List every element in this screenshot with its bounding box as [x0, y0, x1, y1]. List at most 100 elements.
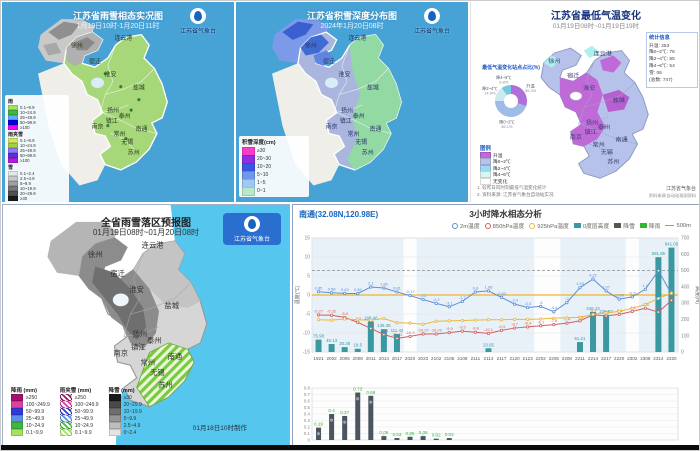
legend-item: 25~49.9: [59, 415, 99, 422]
svg-text:-2: -2: [565, 296, 569, 301]
city-label: 无锡: [355, 138, 367, 146]
svg-text:30.38: 30.38: [339, 341, 351, 346]
city-label: 南京: [113, 349, 128, 358]
svg-text:0.68: 0.68: [366, 390, 375, 395]
svg-text:0.81: 0.81: [393, 285, 402, 290]
city-label: 徐州: [71, 42, 83, 50]
city-label: 南京: [326, 122, 338, 130]
svg-text:-0.63: -0.63: [497, 291, 507, 296]
svg-text:0.03: 0.03: [392, 432, 401, 437]
legend-item: 500m: [665, 223, 691, 229]
precip-amount-chart: 00.10.20.30.40.50.60.70.80.19❄0.4❄0.37❄0…: [304, 386, 679, 443]
svg-text:0.19: 0.19: [314, 422, 323, 427]
legend-item: 50~99.9: [59, 408, 99, 415]
city-label: 镇江: [584, 128, 596, 136]
city-label: 泰州: [353, 112, 365, 120]
svg-text:2023: 2023: [418, 356, 429, 361]
svg-text:9.8%: 9.8%: [499, 80, 509, 85]
chart-legend: 2m温度 850hPa温度 925hPa温度 0度层高度 降雪 降雨 500m: [293, 220, 699, 230]
city-label: 宿迁: [567, 72, 579, 80]
svg-text:1921: 1921: [313, 356, 324, 361]
legend-item: ≥250: [11, 394, 50, 401]
city-label: 无锡: [121, 138, 133, 146]
logo-icon: [190, 8, 206, 24]
svg-text:-2.2: -2.2: [433, 297, 441, 302]
snow-depth-legend: 积雪深度(cm) ≥30 20~30 10~20 5~10 1~5 0~1: [239, 136, 309, 197]
legend-item: 50~99.9: [11, 408, 50, 415]
city-label: 泰州: [598, 123, 610, 131]
city-label: 扬州: [586, 119, 598, 127]
svg-text:-5.32: -5.32: [327, 309, 337, 314]
svg-text:0.37: 0.37: [340, 410, 349, 415]
svg-text:-0.5: -0.5: [629, 290, 637, 295]
svg-text:75.98: 75.98: [313, 334, 325, 339]
svg-text:❄: ❄: [408, 432, 412, 438]
svg-text:2102: 2102: [431, 356, 442, 361]
svg-text:2211: 2211: [575, 356, 585, 361]
svg-text:2302: 2302: [627, 356, 638, 361]
svg-text:-3.3: -3.3: [524, 301, 532, 306]
city-label: 盐城: [367, 83, 379, 91]
city-label: 常州: [141, 358, 156, 367]
svg-text:0.5: 0.5: [304, 405, 311, 410]
svg-text:-9.3: -9.3: [498, 324, 506, 329]
svg-text:2017: 2017: [392, 356, 403, 361]
svg-text:2202: 2202: [536, 356, 547, 361]
svg-text:0.8: 0.8: [473, 285, 479, 290]
legend-item: 10~24.9: [59, 422, 99, 429]
svg-text:61.21: 61.21: [574, 336, 586, 341]
temp-change-donut: 最低气温变化站点占比(%) 升温 30.2% 降0~2℃ 45.1% 降2~4℃ 14.9…: [482, 65, 540, 130]
logo-icon: [244, 216, 260, 232]
svg-text:246.13: 246.13: [586, 306, 600, 311]
svg-text:-5.2: -5.2: [590, 308, 598, 313]
svg-text:2002: 2002: [326, 356, 337, 361]
svg-text:-7.8: -7.8: [550, 318, 558, 323]
sea: [115, 205, 289, 446]
svg-text:-1.7: -1.7: [459, 295, 467, 300]
svg-text:2205: 2205: [549, 356, 560, 361]
legend-item: 0.1~9.9: [59, 429, 99, 436]
panel-forecast-map: 徐州 连云港 宿迁 淮安 盐城 扬州 泰州 南通 南京 镇江 常州 无锡 苏州 全省雨雪落区预报图 01…: [2, 204, 290, 447]
jiangsu-outline: [63, 31, 168, 171]
svg-text:14.9%: 14.9%: [484, 91, 496, 96]
svg-text:15: 15: [304, 236, 310, 242]
stats-box: 统计信息 升温: 253 降0~2℃: 76 降2~4℃: 85 降4~6℃: 54 雪…: [646, 32, 698, 89]
city-label: 镇江: [106, 117, 118, 125]
anhui-region: [38, 63, 111, 186]
city-label: 南通: [370, 125, 382, 133]
svg-text:-11.42: -11.42: [391, 332, 403, 337]
legend-item: 20~29.9: [108, 401, 142, 408]
svg-text:❄: ❄: [382, 432, 386, 438]
city-label: 常州: [348, 130, 360, 138]
svg-text:200: 200: [681, 317, 690, 323]
city-label: 苏州: [362, 148, 374, 156]
svg-text:6.4: 6.4: [656, 264, 662, 269]
city-label: 常州: [593, 141, 605, 149]
svg-text:581.86: 581.86: [652, 251, 666, 256]
city-label: 宿迁: [110, 269, 125, 278]
svg-text:700: 700: [681, 236, 690, 242]
svg-text:2217: 2217: [601, 356, 612, 361]
svg-text:2208: 2208: [562, 356, 573, 361]
svg-text:-3.1: -3.1: [446, 300, 454, 305]
svg-text:0.3: 0.3: [304, 418, 311, 423]
logo-icon: [424, 8, 440, 24]
legend-item: 100~249.9: [11, 401, 50, 408]
svg-text:❄: ❄: [356, 397, 360, 403]
svg-text:-10.27: -10.27: [417, 328, 429, 333]
city-label: 苏州: [128, 148, 140, 156]
legend-item: 2.5~4.9: [108, 422, 142, 429]
svg-text:0.03: 0.03: [445, 432, 454, 437]
city-label: 淮安: [129, 285, 144, 294]
svg-text:49.13: 49.13: [326, 338, 338, 343]
svg-text:-5: -5: [306, 312, 311, 318]
svg-text:-10.25: -10.25: [431, 327, 443, 332]
panel-snow-depth-map: 徐州 连云港 宿迁 淮安 盐城 扬州 泰州 南通 南京 镇江 常州 无锡 苏州 江苏省积雪深度分布图 2…: [236, 2, 468, 202]
svg-text:-10: -10: [303, 331, 310, 337]
svg-text:188.46: 188.46: [364, 315, 378, 320]
svg-text:2014: 2014: [379, 356, 390, 361]
svg-text:-10.9: -10.9: [405, 330, 415, 335]
svg-text:5: 5: [307, 274, 310, 280]
